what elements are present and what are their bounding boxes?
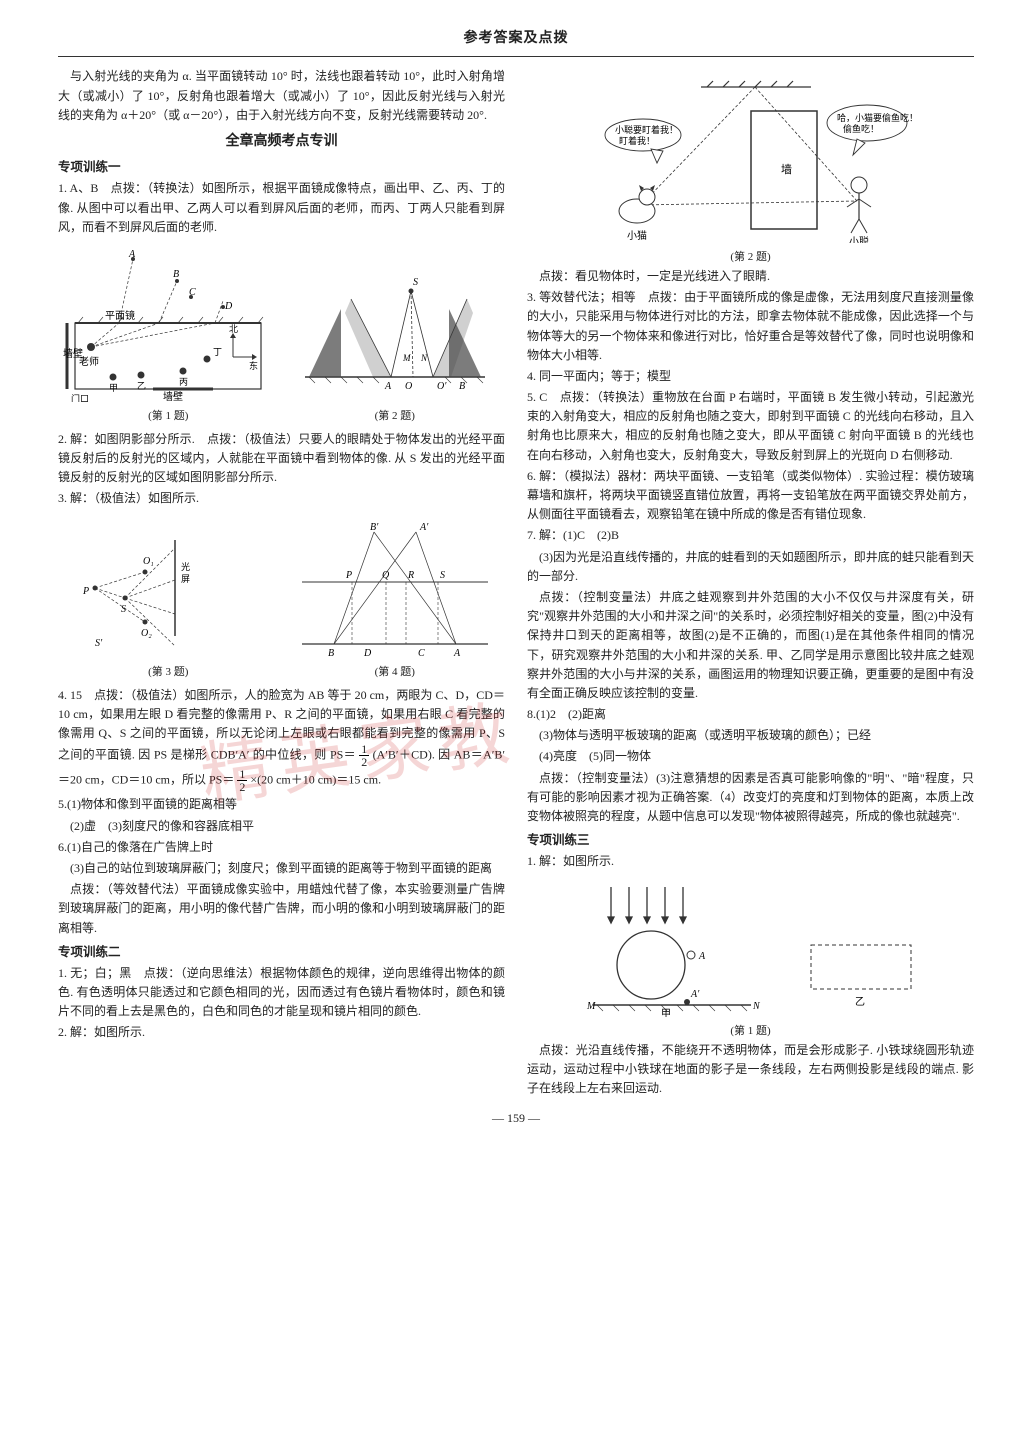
cartoon-svg: 墙 小猫 小聪 小聪要盯着我！ [527,73,974,243]
page-number: — 159 — [58,1109,974,1128]
fig1-label-D: D [224,301,233,312]
figure-3-caption: (第 3 题) [58,664,279,682]
figure-2-svg: A O O′ B S M N [285,247,506,402]
fig4-label-A: A [453,648,461,658]
figure-bottom-svg: A M N A′ 甲 乙 [527,877,974,1017]
figure-bottom-caption: (第 1 题) [527,1023,974,1041]
figb-label-Ap: A′ [690,989,700,1000]
figure-3-svg: 光 屏 P O₁ O₂ S S′ [58,518,279,658]
cartoon-mao-label: 小猫 [627,229,647,242]
figb-label-yi: 乙 [855,996,865,1008]
q5-2-text: (2)虚 (3)刻度尺的像和容器底相平 [58,817,505,836]
cartoon-ha-say: 哈，小猫要偷鱼吃！ [837,112,918,123]
child-icon [847,177,871,233]
fig2-label-B: B [459,381,465,392]
fig1-label-qiang2: 墙壁 [163,390,183,402]
fig4-label-Q: Q [382,570,390,581]
fig3-label-O1: O₁ [143,556,154,567]
fig3-label-P: P [82,586,89,597]
fig3-label-guangping: 光 [181,561,190,572]
figb-label-A: A [698,951,706,962]
sec2-q2-text: 2. 解：如图所示. [58,1023,505,1042]
r7c-text: 点拨：（控制变量法）井底之蛙观察到井外范围的大小不仅仅与井深度有关，研究"观察井… [527,588,974,703]
cartoon-qiang-label: 墙 [781,162,792,176]
sec2-q1-text: 1. 无；白；黑 点拨：（逆向思维法）根据物体颜色的规律，逆向思维得出物体的颜色… [58,964,505,1022]
figure-2-caption: (第 2 题) [285,408,506,426]
fig4-label-P: P [345,570,352,581]
fig3-label-O2: O₂ [141,628,152,639]
q5-1-text: 5.(1)物体和像到平面镜的距离相等 [58,795,505,814]
r8b-text: (3)物体与透明平板玻璃的距离（或透明平板玻璃的颜色）；已经 [527,726,974,745]
q6-3-text: 点拨：（等效替代法）平面镜成像实验中，用蜡烛代替了像，本实验要测量广告牌到玻璃屏… [58,880,505,938]
r7a-text: 7. 解：(1)C (2)B [527,526,974,545]
cat-icon [619,185,655,223]
cartoon-caption: (第 2 题) [527,249,974,267]
section-title: 全章高频考点专训 [58,131,505,153]
fig1-label-ding: 丁 [213,347,222,357]
fig1-label-laoshi: 老师 [79,355,99,368]
subsection-2-title: 专项训练二 [58,942,505,962]
fig4-label-D: D [363,648,372,658]
fig3-label-Sp: S′ [95,638,103,649]
figb-label-N: N [752,1001,761,1012]
r6-text: 6. 解：（模拟法）器材：两块平面镜、一支铅笔（或类似物体）. 实验过程：模仿玻… [527,467,974,525]
r8a-text: 8.(1)2 (2)距离 [527,705,974,724]
fig1-label-jia: 甲 [109,383,118,393]
fig2-label-O: O [405,381,412,392]
figure-4-caption: (第 4 题) [285,664,506,682]
fig2-label-A: A [384,381,392,392]
q6-1-text: 6.(1)自己的像落在广告牌上时 [58,838,505,857]
subsection-3-title: 专项训练三 [527,830,974,850]
fig4-label-S: S [440,570,445,581]
fig2-label-Op: O′ [437,381,447,392]
fig4-label-R: R [407,570,414,581]
figb-label-M: M [586,1001,596,1012]
figure-4-svg: B′ A′ P Q R S B D C A [285,518,506,658]
q4-text: 4. 15 点拨：（极值法）如图所示，人的脸宽为 AB 等于 20 cm，两眼为… [58,686,505,794]
cartoon-cong-say: 小聪要盯着我！ [615,124,678,135]
fig3-label-S: S [121,604,126,615]
fig1-label-B: B [173,269,179,280]
r4-text: 4. 同一平面内；等于；模型 [527,367,974,386]
q3-text: 3. 解：（极值法）如图所示. [58,489,505,508]
r3-text: 3. 等效替代法；相等 点拨：由于平面镜所成的像是虚像，无法用刻度尺直接测量像的… [527,288,974,365]
r8d-text: 点拨：（控制变量法）(3)注意猜想的因素是否真可能影响像的"明"、"暗"程度，只… [527,769,974,827]
fig1-label-pingmian: 平面镜 [105,309,135,322]
fig4-label-B: B [328,648,334,658]
r5-text: 5. C 点拨：（转换法）重物放在台面 P 右端时，平面镜 B 发生微小转动，引… [527,388,974,465]
page-heading: 参考答案及点拨 [58,28,974,57]
r7b-text: (3)因为光是沿直线传播的，井底的蛙看到的天如题图所示，即井底的蛙只能看到天的一… [527,548,974,586]
svg-text:盯着我！: 盯着我！ [619,135,655,146]
fig1-label-bei: 北 [229,324,238,334]
fig4-label-Ap: A′ [419,522,429,533]
q1-text: 1. A、B 点拨：（转换法）如图所示，根据平面镜成像特点，画出甲、乙、丙、丁的… [58,179,505,237]
svg-text:屏: 屏 [181,574,190,584]
q6-2-text: (3)自己的站位到玻璃屏蔽门；刻度尺；像到平面镜的距离等于物到平面镜的距离 [58,859,505,878]
fig1-label-dong: 东 [249,360,258,371]
fig4-label-Bp: B′ [370,522,379,533]
fig2-label-N: N [420,353,428,363]
subsection-1-title: 专项训练一 [58,157,505,177]
figb-label-jia: 甲 [661,1009,671,1017]
r2-text: 点拨：看见物体时，一定是光线进入了眼睛. [527,267,974,286]
r8c-text: (4)亮度 (5)同一物体 [527,747,974,766]
left-intro-text: 与入射光线的夹角为 α. 当平面镜转动 10° 时，法线也跟着转动 10°，此时… [58,67,505,125]
figure-1-caption: (第 1 题) [58,408,279,426]
fig4-label-C: C [418,648,425,658]
sec3-q1-text: 1. 解：如图所示. [527,852,974,871]
fig2-label-S: S [413,277,418,288]
fig1-label-men: 门口 [71,393,89,402]
cartoon-cong-label: 小聪 [849,235,869,243]
figure-1-svg: 墙壁 墙壁 平面镜 老师 甲 乙 丙 丁 [58,247,279,402]
fig2-label-M: M [402,353,411,363]
sec3-r2-text: 点拨：光沿直线传播，不能绕开不透明物体，而是会形成影子. 小铁球绕圆形轨迹运动，… [527,1041,974,1099]
q2-text: 2. 解：如图阴影部分所示. 点拨：（极值法）只要人的眼睛处于物体发出的光经平面… [58,430,505,488]
fig1-label-yi: 乙 [137,381,146,391]
fig1-label-bing: 丙 [179,377,188,387]
svg-text:偷鱼吃！: 偷鱼吃！ [843,123,879,134]
